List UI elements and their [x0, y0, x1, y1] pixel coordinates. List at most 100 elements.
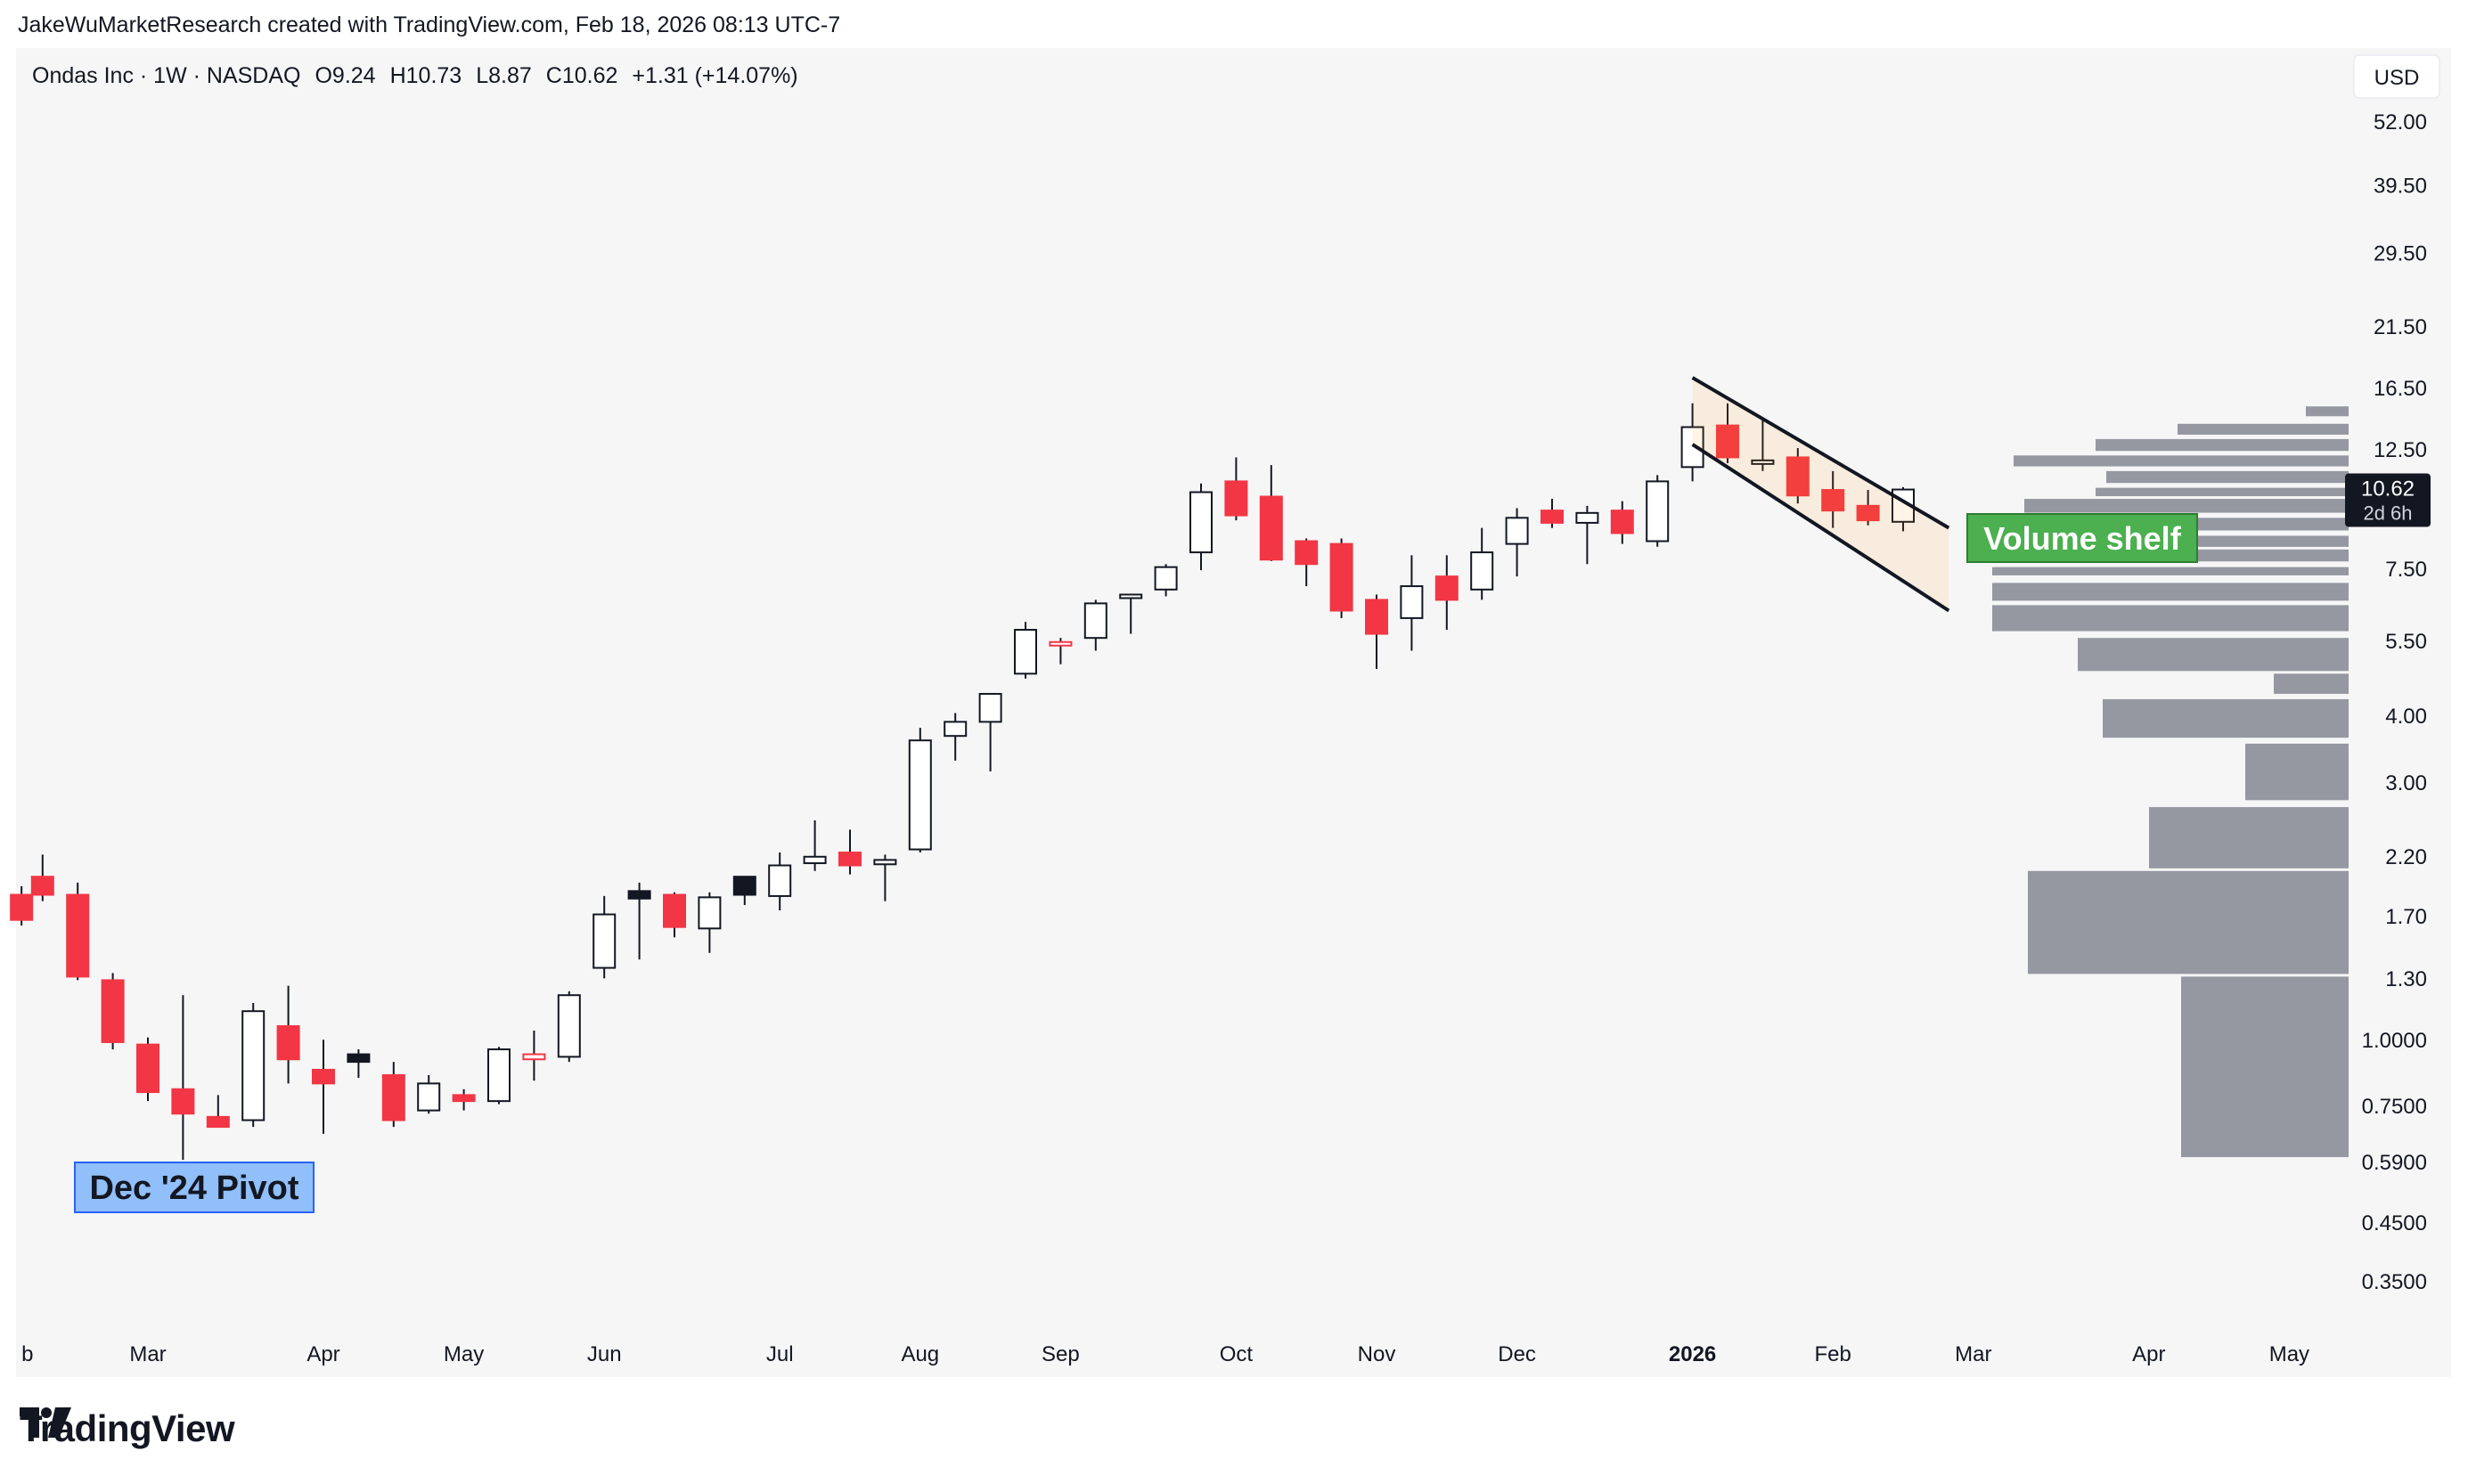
candle-52	[1821, 470, 1845, 528]
candle-body	[1259, 495, 1283, 561]
channel-line-1	[1691, 443, 1950, 613]
y-tick-label: 12.50	[2374, 438, 2427, 462]
candle-22	[768, 852, 792, 910]
x-tick-label: Feb	[1815, 1342, 1851, 1366]
candle-body	[944, 721, 968, 738]
pivot-text: Dec '24 Pivot	[89, 1170, 298, 1207]
candle-5	[171, 995, 195, 1161]
candle-body	[30, 876, 54, 896]
candle-18	[627, 882, 651, 960]
candle-body	[1716, 424, 1739, 459]
y-tick-label: 0.5900	[2362, 1151, 2427, 1175]
candle-38	[1329, 538, 1353, 618]
candle-body	[873, 859, 897, 866]
candle-33	[1154, 564, 1178, 597]
candle-42	[1470, 527, 1494, 600]
candle-36	[1259, 465, 1283, 561]
y-tick-label: 5.50	[2385, 630, 2427, 654]
candle-body	[171, 1088, 195, 1115]
volume-bar-13	[2078, 638, 2349, 672]
volume-bar-16	[2245, 743, 2349, 801]
candle-body	[1786, 456, 1810, 497]
x-tick-label: 2026	[1669, 1342, 1716, 1366]
chart-header: Ondas Inc · 1W · NASDAQ O9.24 H10.73 L8.87 C…	[32, 63, 798, 88]
candle-16	[557, 991, 581, 1063]
candle-body	[768, 864, 792, 897]
y-tick-label: 0.3500	[2362, 1270, 2427, 1294]
candle-15	[522, 1030, 546, 1081]
candle-11	[381, 1062, 405, 1128]
candle-body	[452, 1094, 476, 1103]
volume-profile	[1992, 406, 2349, 1158]
candle-body	[1295, 540, 1319, 566]
candle-51	[1786, 447, 1810, 504]
volume-bar-19	[2181, 976, 2349, 1158]
price-axis[interactable]: 52.00 39.50 29.50 21.50 16.50 12.50 7.50 5.50 4.…	[2362, 110, 2427, 1294]
x-tick-label: Oct	[1220, 1342, 1254, 1366]
candle-body	[1856, 504, 1880, 522]
candle-body	[592, 913, 617, 969]
volume-bar-12	[1992, 605, 2349, 632]
y-tick-label: 2.20	[2385, 845, 2427, 869]
candle-body	[522, 1053, 546, 1061]
candle-40	[1400, 555, 1424, 651]
candle-body	[10, 893, 34, 921]
candle-9	[312, 1040, 335, 1134]
candle-28	[978, 692, 1002, 771]
candle-body	[1505, 517, 1529, 545]
volume-bar-10	[1992, 567, 2349, 575]
x-tick-label: Apr	[306, 1342, 339, 1366]
volume-bar-17	[2149, 807, 2349, 868]
candle-13	[452, 1089, 476, 1111]
x-tick-label: Nov	[1358, 1342, 1396, 1366]
y-tick-label: 52.00	[2374, 110, 2427, 135]
candle-body	[1049, 640, 1073, 647]
candle-body	[1646, 480, 1670, 542]
candle-body	[732, 876, 756, 896]
candle-39	[1365, 594, 1388, 669]
candle-body	[1610, 510, 1634, 534]
candle-body	[347, 1053, 371, 1064]
y-tick-label: 29.50	[2374, 242, 2427, 266]
time-axis[interactable]: b Mar Apr May Jun Jul Aug Sep Oct Nov Dec 2026 Feb Ma…	[21, 1342, 2309, 1366]
volume-shelf-annotation[interactable]: Volume shelf	[1966, 513, 2198, 563]
candle-24	[838, 829, 862, 875]
tradingview-logo[interactable]: TradingView	[20, 1407, 235, 1450]
y-tick-label: 21.50	[2374, 315, 2427, 339]
candle-body	[487, 1048, 511, 1103]
candle-body	[1329, 542, 1353, 612]
x-tick-label: May	[444, 1342, 484, 1366]
candle-25	[873, 854, 897, 901]
candle-body	[627, 890, 651, 900]
x-tick-label: Mar	[1955, 1342, 1991, 1366]
candle-body	[101, 979, 125, 1043]
candle-3	[101, 973, 125, 1050]
candle-8	[276, 985, 300, 1084]
header-low: L8.87	[476, 63, 532, 88]
candle-20	[698, 892, 722, 953]
x-tick-label: Apr	[2132, 1342, 2165, 1366]
candle-body	[276, 1024, 300, 1061]
pivot-annotation[interactable]: Dec '24 Pivot	[74, 1162, 315, 1213]
candle-body	[1575, 511, 1599, 524]
candle-body	[1821, 489, 1845, 512]
candle-body	[1470, 551, 1494, 591]
candle-53	[1856, 490, 1880, 526]
volume-bar-14	[2274, 673, 2349, 694]
candle-body	[1224, 480, 1248, 517]
candle-body	[1400, 585, 1424, 619]
candle-body	[838, 852, 862, 867]
header-high: H10.73	[390, 63, 462, 88]
candle-19	[663, 892, 686, 938]
y-tick-label: 4.00	[2385, 705, 2427, 729]
x-tick-label: Jun	[587, 1342, 622, 1366]
currency-button[interactable]	[2353, 54, 2440, 99]
header-change: +1.31 (+14.07%)	[632, 63, 797, 88]
volume-bar-18	[2028, 870, 2349, 974]
last-price-countdown: 2d 6h	[2363, 502, 2412, 525]
candle-47	[1646, 475, 1670, 547]
chart-area[interactable]	[16, 48, 2451, 1377]
candle-31	[1083, 599, 1107, 651]
candle-45	[1575, 505, 1599, 565]
